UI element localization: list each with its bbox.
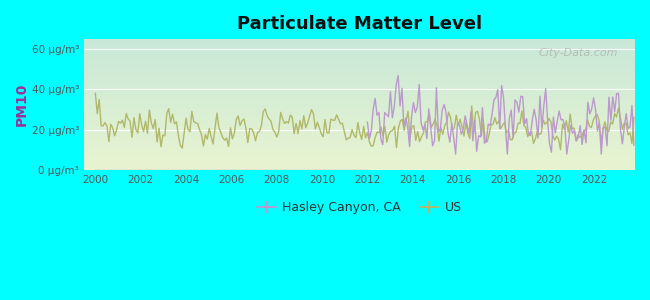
- Legend: Hasley Canyon, CA, US: Hasley Canyon, CA, US: [252, 196, 467, 219]
- Y-axis label: PM10: PM10: [15, 83, 29, 126]
- Text: City-Data.com: City-Data.com: [539, 48, 618, 58]
- Title: Particulate Matter Level: Particulate Matter Level: [237, 15, 482, 33]
